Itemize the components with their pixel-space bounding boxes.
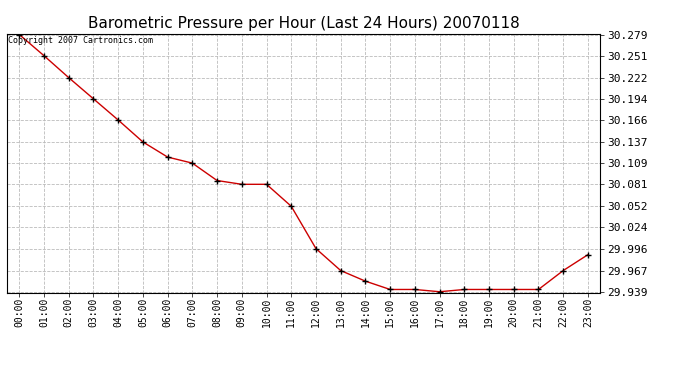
Title: Barometric Pressure per Hour (Last 24 Hours) 20070118: Barometric Pressure per Hour (Last 24 Ho… [88, 16, 520, 31]
Text: Copyright 2007 Cartronics.com: Copyright 2007 Cartronics.com [8, 36, 153, 45]
